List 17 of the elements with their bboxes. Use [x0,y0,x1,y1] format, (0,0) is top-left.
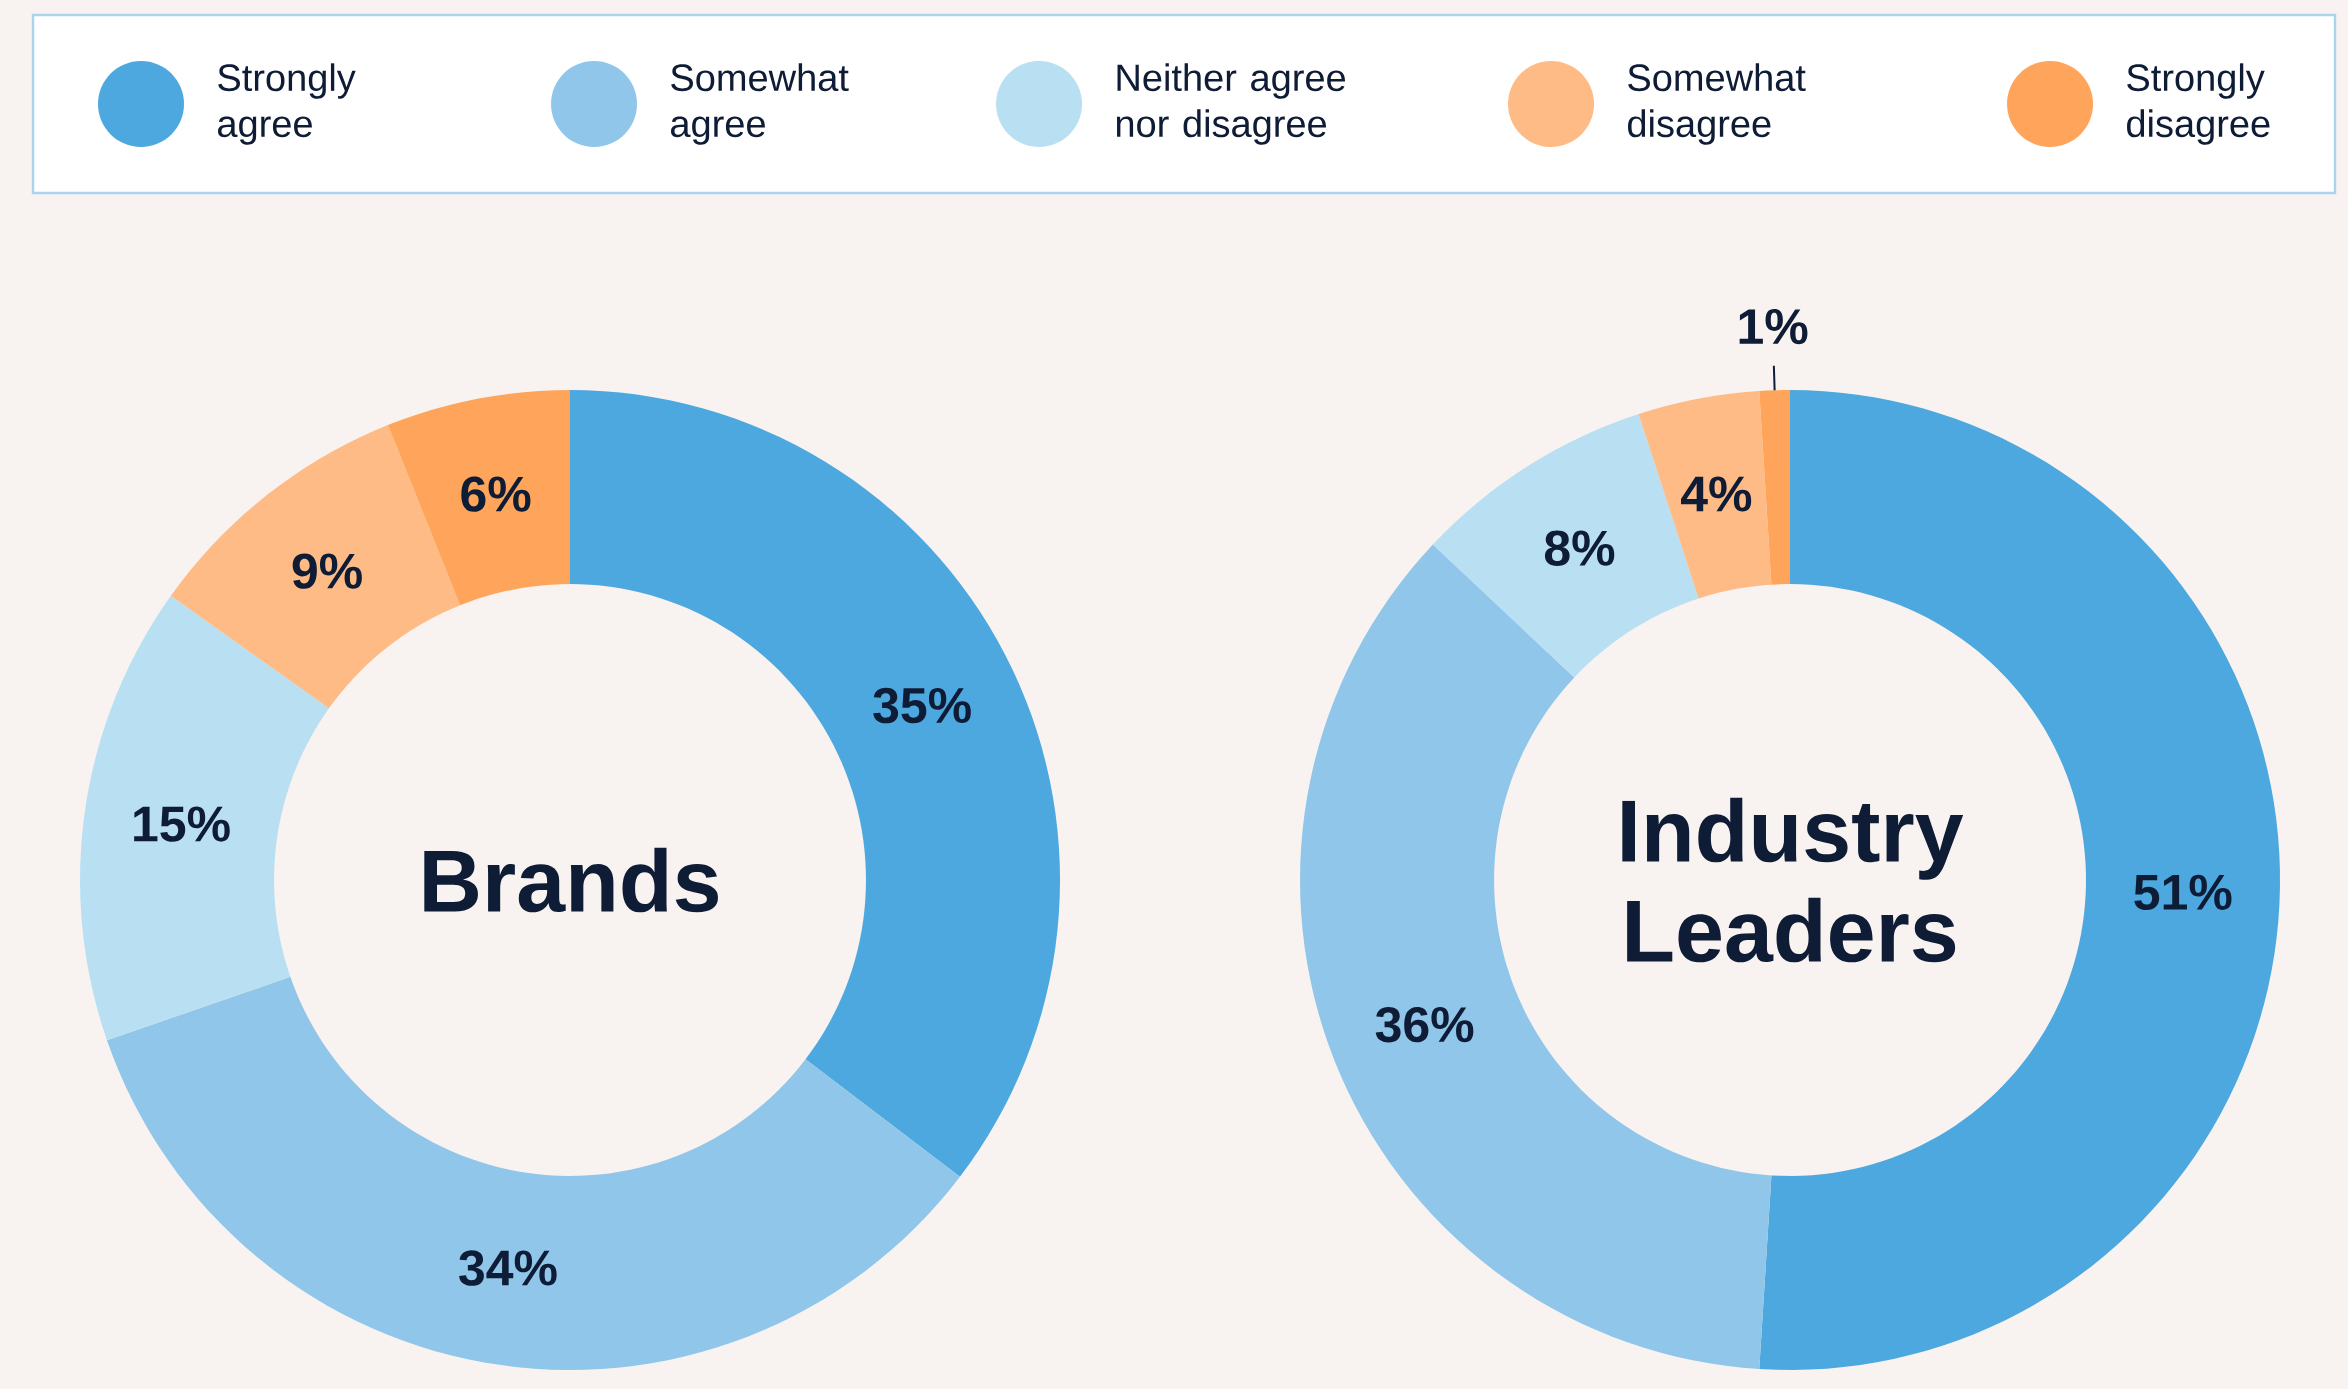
data-label: 36% [1375,1006,1474,1043]
legend-label: Strongly agree [218,63,356,145]
legend-label: Strongly disagree [2127,63,2270,145]
legend-label: Neither agree nor disagree [1116,63,1346,145]
data-label: 35% [873,687,971,724]
data-label: 9% [292,553,362,589]
data-label: 34% [459,1250,557,1286]
data-label: 6% [461,476,531,512]
data-label: 8% [1544,530,1615,566]
data-label: 1% [1739,309,1808,345]
text: Industry Leaders [1622,797,1964,963]
data-label: 51% [2134,874,2232,911]
legend-label: Somewhat disagree [1628,63,1806,145]
data-label: 4% [1681,476,1752,512]
data-label: 15% [134,806,230,842]
legend-label: Somewhat agree [671,63,849,145]
text: Brands [424,847,718,913]
